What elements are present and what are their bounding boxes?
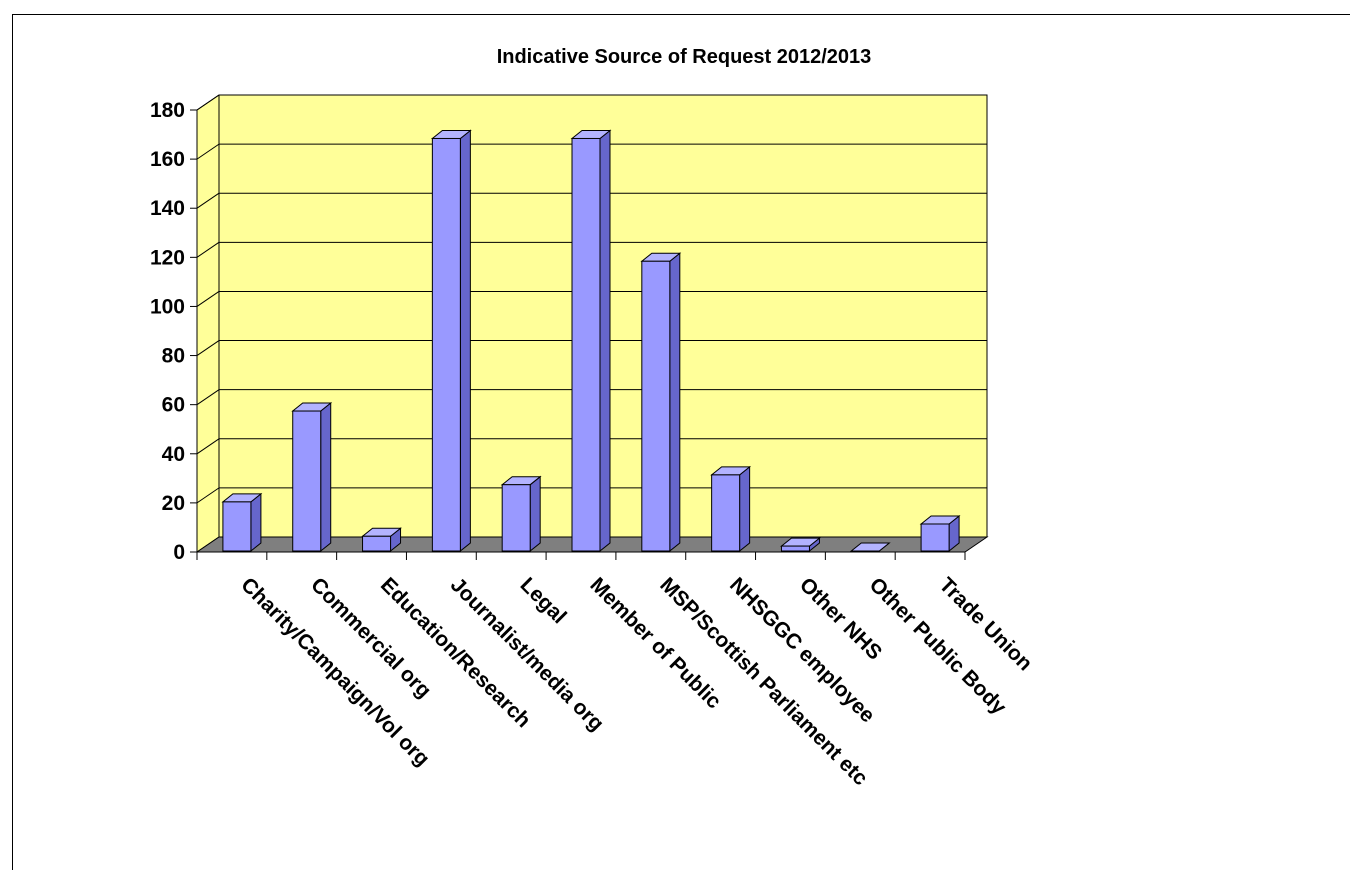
- y-tick-label: 120: [150, 246, 185, 269]
- bar: [849, 542, 891, 552]
- bar: [291, 401, 333, 553]
- bar: [361, 527, 402, 553]
- chart-title: Indicative Source of Request 2012/2013: [497, 46, 872, 68]
- bar-front: [362, 535, 392, 552]
- x-tick-label: Other Public Body: [865, 573, 1011, 719]
- bar-front: [501, 484, 531, 552]
- bar: [710, 465, 752, 553]
- bar-front: [222, 501, 252, 552]
- x-tick-label: Commercial org: [306, 573, 435, 702]
- y-tick-label: 180: [150, 99, 185, 122]
- bar: [640, 252, 682, 553]
- bar-front: [431, 137, 461, 552]
- plot-area: 020406080100120140160180Charity/Campaign…: [150, 94, 1037, 790]
- bar-side: [459, 129, 471, 553]
- bar-side: [250, 492, 262, 553]
- bar-top: [849, 542, 891, 552]
- bar-side: [739, 465, 751, 553]
- bar: [570, 129, 612, 553]
- bar-front: [571, 137, 601, 552]
- y-tick-label: 60: [162, 394, 185, 417]
- bar: [221, 492, 263, 553]
- x-tick-label: Member of Public: [585, 573, 725, 713]
- bar-side: [320, 401, 332, 553]
- gridline-diagonal: [196, 192, 220, 209]
- gridline-diagonal: [196, 94, 220, 111]
- x-tick-label: Legal: [516, 573, 571, 628]
- y-tick-label: 80: [162, 345, 185, 368]
- bar-side: [669, 252, 681, 553]
- gridline-diagonal: [196, 291, 220, 307]
- gridline-diagonal: [196, 389, 220, 406]
- gridline-diagonal: [196, 143, 220, 160]
- bar: [919, 514, 961, 553]
- bar-front: [641, 260, 671, 552]
- bar-front: [780, 545, 810, 552]
- y-tick-label: 160: [150, 148, 185, 171]
- y-tick-label: 100: [150, 295, 185, 318]
- y-tick-label: 20: [162, 492, 185, 515]
- y-tick-label: 40: [162, 443, 185, 466]
- bar-front: [920, 523, 950, 552]
- bar: [430, 129, 472, 553]
- gridline-diagonal: [196, 241, 220, 258]
- bar-front: [292, 410, 322, 552]
- gridline-diagonal: [196, 487, 220, 504]
- y-tick-label: 140: [150, 197, 185, 220]
- bar-side: [529, 475, 541, 553]
- gridline-diagonal: [196, 438, 220, 455]
- chart-frame: [12, 14, 1350, 870]
- y-tick-label: 0: [173, 541, 185, 564]
- bar: [500, 475, 542, 553]
- bar: [780, 537, 821, 553]
- bar-side: [599, 129, 611, 553]
- gridline-diagonal: [196, 340, 220, 356]
- bar-front: [711, 474, 741, 552]
